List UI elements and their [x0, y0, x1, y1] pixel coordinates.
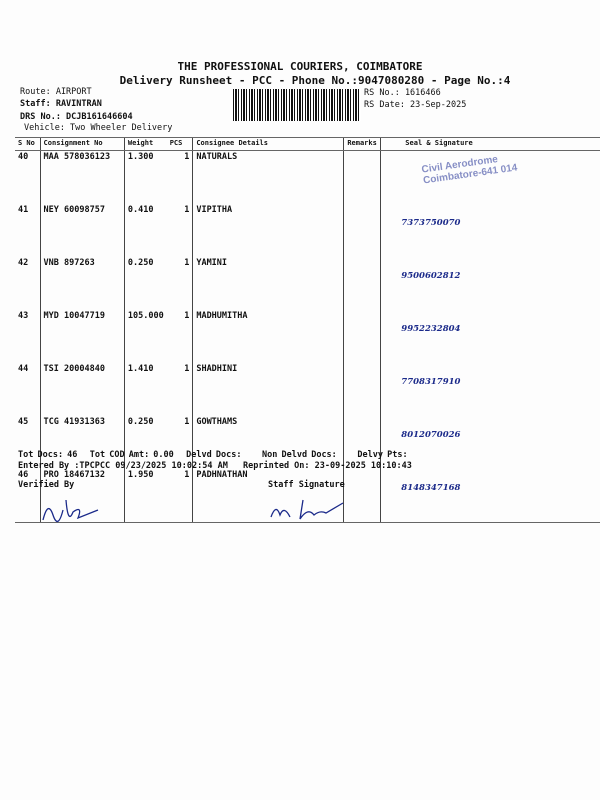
tot-docs: Tot Docs: 46	[18, 450, 78, 460]
rs-date: RS Date: 23-Sep-2025	[364, 100, 467, 110]
weight: 1.410	[123, 363, 167, 416]
totals-line: Tot Docs: 46 Tot COD Amt: 0.00 Delvd Doc…	[18, 450, 408, 460]
tot-cod: Tot COD Amt: 0.00	[89, 450, 174, 460]
table-header: S No Consignment No Weight PCS Consignee…	[15, 137, 600, 151]
table-row: 40 MAA 578036123 1.300 1 NATURALS	[15, 150, 600, 204]
col-sno: S No	[15, 137, 41, 151]
signature: 9500602812	[380, 257, 600, 310]
weight: 0.250	[123, 257, 167, 310]
consignee: YAMINI	[192, 257, 344, 310]
pcs: 1	[184, 152, 190, 162]
staff: Staff: RAVINTRAN	[20, 99, 102, 109]
verified-signature	[42, 499, 99, 522]
sno: 42	[18, 258, 29, 268]
table-row: 44 TSI 20004840 1.410 1 SHADHINI 7708317910	[15, 363, 600, 416]
pcs: 1	[184, 205, 190, 215]
sno: 41	[18, 205, 29, 215]
pcs: 1	[184, 311, 190, 321]
col-consignee: Consignee Details	[192, 137, 344, 151]
col-consignment: Consignment No	[39, 137, 125, 151]
sno: 45	[18, 417, 29, 427]
consignee: NATURALS	[192, 150, 344, 204]
table-row: 46 PRO 18467132 1.950 1 PADHNATHAN 8148347168	[15, 469, 600, 523]
consignment-no: TSI 20004840	[39, 363, 125, 416]
signature: 9952232804	[380, 310, 600, 363]
weight: 105.000	[123, 310, 167, 363]
delvy-pts: Delvy Pts:	[357, 450, 408, 460]
consignee: VIPITHA	[192, 204, 344, 257]
reprinted-on: Reprinted On: 23-09-2025 10:10:43	[243, 461, 412, 471]
consignee: PADHNATHAN	[192, 469, 344, 523]
company-title: THE PROFESSIONAL COURIERS, COIMBATORE	[177, 60, 423, 73]
table-row: 42 VNB 897263 0.250 1 YAMINI 9500602812	[15, 257, 600, 310]
remarks	[343, 310, 381, 363]
remarks	[343, 416, 381, 469]
col-signature: Seal & Signature	[380, 137, 600, 151]
remarks	[343, 150, 381, 204]
sno: 44	[18, 364, 29, 374]
staff-signature-label: Staff Signature	[268, 480, 345, 490]
sno: 40	[18, 152, 29, 162]
rs-no: RS No.: 1616466	[364, 88, 441, 98]
vehicle: Vehicle: Two Wheeler Delivery	[24, 123, 173, 133]
runsheet-subtitle: Delivery Runsheet - PCC - Phone No.:9047…	[119, 74, 511, 87]
pcs: 1	[184, 417, 190, 427]
sno: 43	[18, 311, 29, 321]
signature: 7708317910	[380, 363, 600, 416]
pcs: 1	[166, 469, 193, 523]
delvd-docs: Delvd Docs:	[186, 450, 242, 460]
consignment-no: PRO 18467132	[39, 469, 125, 523]
col-remarks: Remarks	[343, 137, 381, 151]
signature	[380, 150, 600, 204]
barcode	[233, 89, 361, 121]
remarks	[343, 204, 381, 257]
remarks	[343, 257, 381, 310]
consignee: MADHUMITHA	[192, 310, 344, 363]
drs-no: DRS No.: DCJB161646604	[20, 112, 133, 122]
signature: 7373750070	[380, 204, 600, 257]
consignment-no: NEY 60098757	[39, 204, 125, 257]
table-row: 45 TCG 41931363 0.250 1 GOWTHAMS 8012070026	[15, 416, 600, 469]
route: Route: AIRPORT	[20, 87, 92, 97]
table-row: 41 NEY 60098757 0.410 1 VIPITHA 7373750070	[15, 204, 600, 257]
verified-by-label: Verified By	[18, 480, 75, 490]
weight: 0.410	[123, 204, 167, 257]
remarks	[343, 469, 381, 523]
sno: 46	[15, 469, 41, 523]
col-weight: Weight	[123, 137, 167, 151]
staff-signature	[270, 499, 344, 520]
consignment-no: MAA 578036123	[39, 150, 125, 204]
consignee: SHADHINI	[192, 363, 344, 416]
weight: 1.950	[123, 469, 167, 523]
signature: 8012070026	[380, 416, 600, 469]
weight: 0.250	[123, 416, 167, 469]
consignee: GOWTHAMS	[192, 416, 344, 469]
consignment-no: MYD 10047719	[39, 310, 125, 363]
signature: 8148347168	[380, 469, 600, 523]
pcs: 1	[184, 364, 190, 374]
remarks	[343, 363, 381, 416]
table-row: 43 MYD 10047719 105.000 1 MADHUMITHA 99522328…	[15, 310, 600, 363]
consignment-no: VNB 897263	[39, 257, 125, 310]
consignment-table: S No Consignment No Weight PCS Consignee…	[15, 137, 600, 523]
col-pcs: PCS	[166, 137, 193, 151]
consignment-no: TCG 41931363	[39, 416, 125, 469]
non-delvd-docs: Non Delvd Docs:	[262, 450, 337, 460]
entered-by: Entered By :TPCPCC 09/23/2025 10:02:54 A…	[18, 461, 228, 471]
weight: 1.300	[123, 150, 167, 204]
pcs: 1	[184, 258, 190, 268]
